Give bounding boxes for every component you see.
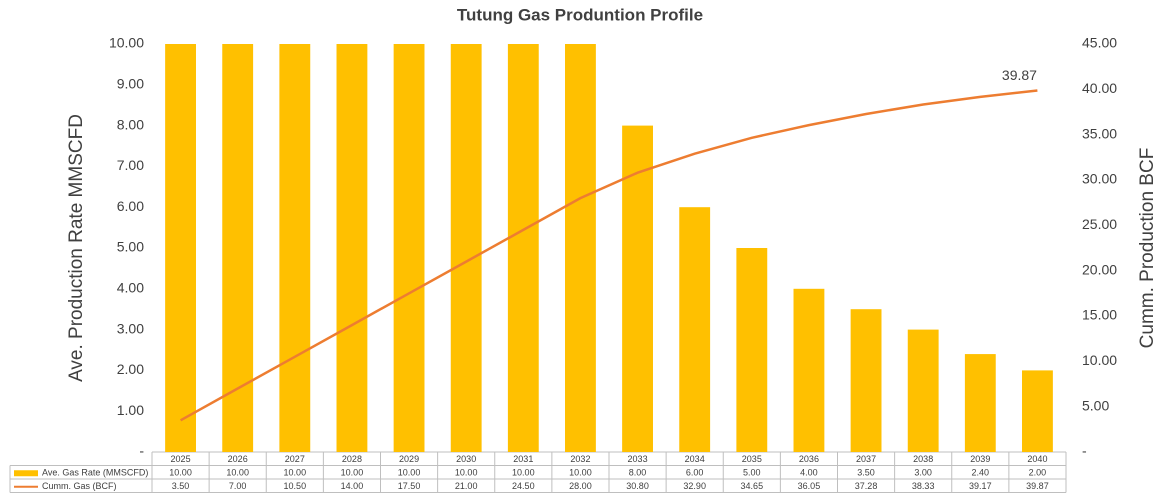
table-value: 39.87	[1026, 481, 1049, 491]
table-value: 10.00	[455, 468, 478, 478]
y2-tick-label: 40.00	[1082, 80, 1117, 96]
table-value: 4.00	[800, 468, 818, 478]
legend-swatch	[14, 470, 38, 477]
table-value: 10.00	[398, 468, 421, 478]
table-value: 10.00	[226, 468, 249, 478]
x-tick-label: 2038	[913, 454, 933, 464]
legend-label: Ave. Gas Rate (MMSCFD)	[42, 468, 148, 478]
data-label: 39.87	[1002, 67, 1037, 83]
y2-tick-label: -	[1082, 443, 1087, 459]
x-tick-label: 2032	[570, 454, 590, 464]
table-value: 10.00	[169, 468, 192, 478]
table-value: 5.00	[743, 468, 761, 478]
bar	[336, 44, 368, 452]
table-value: 14.00	[341, 481, 364, 491]
x-tick-label: 2028	[342, 454, 362, 464]
table-value: 39.17	[969, 481, 992, 491]
table-value: 10.00	[512, 468, 535, 478]
x-tick-label: 2027	[285, 454, 305, 464]
x-tick-label: 2033	[628, 454, 648, 464]
x-tick-label: 2026	[228, 454, 248, 464]
table-value: 21.00	[455, 481, 478, 491]
x-tick-label: 2040	[1027, 454, 1047, 464]
line	[179, 89, 1038, 422]
bar	[1022, 370, 1053, 452]
bar	[622, 125, 653, 452]
bar	[393, 44, 425, 452]
y2-tick-label: 20.00	[1082, 261, 1117, 277]
y-tick-label: 3.00	[117, 320, 144, 336]
chart-title: Tutung Gas Produntion Profile	[457, 5, 703, 24]
table-value: 2.40	[972, 468, 990, 478]
table-value: 24.50	[512, 481, 535, 491]
y-tick-label: 1.00	[117, 402, 144, 418]
table-value: 7.00	[229, 481, 247, 491]
y-axis-title: Ave. Production Rate MMSCFD	[66, 114, 87, 382]
table-value: 10.00	[341, 468, 364, 478]
table-value: 17.50	[398, 481, 421, 491]
table-value: 36.05	[798, 481, 821, 491]
x-tick-label: 2025	[171, 454, 191, 464]
y2-tick-label: 35.00	[1082, 125, 1117, 141]
x-tick-label: 2030	[456, 454, 476, 464]
x-tick-label: 2035	[742, 454, 762, 464]
y-tick-label: 5.00	[117, 239, 144, 255]
bar	[165, 44, 196, 452]
y2-tick-label: 15.00	[1082, 307, 1117, 323]
x-tick-label: 2031	[513, 454, 533, 464]
y-tick-label: 10.00	[109, 35, 144, 51]
y2-tick-label: 10.00	[1082, 352, 1117, 368]
table-value: 28.00	[569, 481, 592, 491]
table-value: 6.00	[686, 468, 704, 478]
table-value: 8.00	[629, 468, 647, 478]
table-value: 10.50	[284, 481, 307, 491]
legend-label: Cumm. Gas (BCF)	[42, 481, 117, 491]
table-value: 30.80	[626, 481, 649, 491]
x-tick-label: 2037	[856, 454, 876, 464]
y-tick-label: -	[139, 443, 144, 459]
y-tick-label: 8.00	[117, 116, 144, 132]
table-value: 10.00	[284, 468, 307, 478]
y-tick-label: 7.00	[117, 157, 144, 173]
table-value: 3.00	[914, 468, 932, 478]
bar	[850, 309, 882, 452]
y2-tick-label: 25.00	[1082, 216, 1117, 232]
table-value: 32.90	[683, 481, 706, 491]
x-tick-label: 2036	[799, 454, 819, 464]
y2-axis-title: Cumm. Production BCF	[1137, 148, 1158, 349]
x-tick-label: 2039	[970, 454, 990, 464]
table-value: 10.00	[569, 468, 592, 478]
table-value: 2.00	[1029, 468, 1047, 478]
table-value: 3.50	[172, 481, 190, 491]
bar	[279, 44, 311, 452]
bar	[222, 44, 254, 452]
y-tick-label: 6.00	[117, 198, 144, 214]
table-value: 38.33	[912, 481, 935, 491]
y2-tick-label: 45.00	[1082, 35, 1117, 51]
y-tick-label: 4.00	[117, 280, 144, 296]
bar	[450, 44, 482, 452]
bar	[507, 44, 539, 452]
bar	[793, 288, 825, 452]
bar	[679, 207, 711, 452]
table-value: 37.28	[855, 481, 878, 491]
table-value: 34.65	[741, 481, 764, 491]
bar	[907, 329, 939, 452]
y-tick-label: 9.00	[117, 76, 144, 92]
y2-tick-label: 5.00	[1082, 397, 1109, 413]
x-tick-label: 2029	[399, 454, 419, 464]
bar	[964, 354, 996, 452]
y-tick-label: 2.00	[117, 361, 144, 377]
bar	[736, 248, 768, 452]
table-value: 3.50	[857, 468, 875, 478]
x-tick-label: 2034	[685, 454, 705, 464]
y2-tick-label: 30.00	[1082, 171, 1117, 187]
bar	[565, 44, 596, 452]
